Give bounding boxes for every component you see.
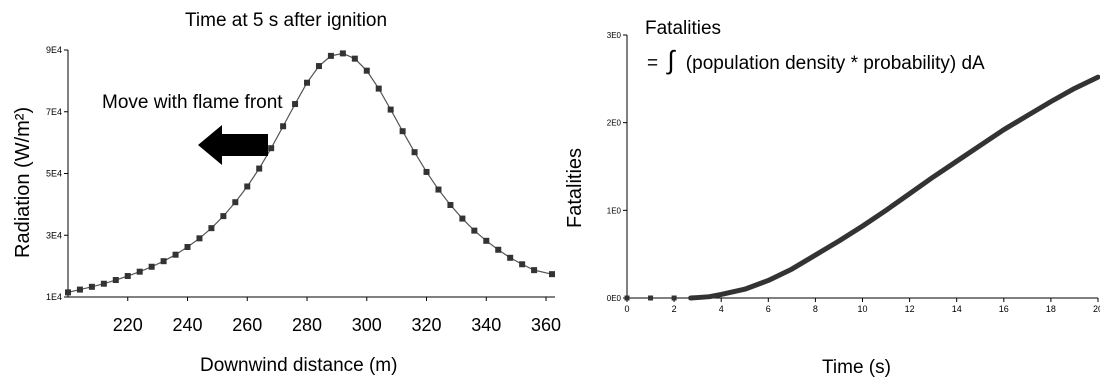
right-x-tick-label: 12 (905, 304, 915, 314)
left-arrow-icon (198, 125, 268, 165)
formula-text: (population density * probability) dA (685, 53, 985, 74)
left-data-point (244, 183, 251, 190)
right-formula: = ∫ (population density * probability) d… (647, 45, 985, 76)
right-x-axis-label: Time (s) (822, 357, 891, 378)
right-y-tick-label: 3E0 (607, 31, 622, 40)
left-data-point (387, 106, 394, 113)
left-data-point (495, 246, 502, 253)
left-data-point (172, 251, 179, 258)
right-x-tick-label: 8 (813, 304, 818, 314)
left-x-tick-label: 220 (113, 315, 143, 335)
left-data-point (351, 55, 358, 62)
right-data-point (624, 295, 630, 301)
left-data-point (196, 235, 203, 242)
left-y-tick-label: 9E4 (46, 45, 62, 55)
right-y-tick-label: 2E0 (607, 119, 622, 128)
left-y-tick-label: 1E4 (46, 292, 62, 302)
left-data-point (471, 227, 478, 234)
right-x-tick-label: 16 (999, 304, 1009, 314)
left-data-point (339, 50, 346, 57)
left-x-axis-label: Downwind distance (m) (200, 355, 398, 376)
right-chart-title: Fatalities (645, 18, 722, 39)
left-data-point (268, 145, 275, 152)
left-data-point (124, 273, 131, 280)
left-y-tick-label: 3E4 (46, 230, 62, 240)
left-data-point (184, 243, 191, 250)
right-x-tick-label: 4 (719, 304, 724, 314)
left-data-point (88, 283, 95, 290)
left-data-point (519, 261, 526, 268)
left-data-point (315, 63, 322, 70)
right-data-point (671, 295, 677, 301)
left-x-tick-label: 320 (412, 315, 442, 335)
left-data-point (220, 213, 227, 220)
right-x-tick-label: 14 (952, 304, 962, 314)
right-data-point (648, 295, 654, 301)
left-x-tick-label: 280 (292, 315, 322, 335)
left-data-point (148, 263, 155, 270)
left-data-point (304, 79, 311, 86)
right-x-tick-label: 2 (672, 304, 677, 314)
left-data-point (160, 258, 167, 265)
left-data-point (112, 277, 119, 284)
left-data-point (375, 85, 382, 92)
flame-front-annotation: Move with flame front (102, 92, 283, 113)
left-data-point (483, 237, 490, 244)
right-x-tick-label: 6 (766, 304, 771, 314)
left-x-tick-label: 360 (531, 315, 561, 335)
left-data-point (76, 286, 83, 293)
left-data-point (411, 149, 418, 156)
left-data-point (136, 268, 143, 275)
left-data-point (447, 201, 454, 208)
left-chart-svg: 1E4 3E4 5E4 7E4 9E4 220 240 260 280 300 320 340 360 (46, 45, 561, 335)
left-data-point (435, 186, 442, 193)
left-data-point (256, 165, 263, 172)
right-y-tick-label: 0E0 (607, 294, 622, 303)
formula-integral: ∫ (667, 45, 675, 75)
left-data-point (280, 123, 287, 130)
left-data-point (363, 67, 370, 74)
left-data-point (459, 215, 466, 222)
right-x-tick-label: 18 (1046, 304, 1056, 314)
left-series-line (67, 52, 553, 293)
left-data-point (423, 168, 430, 175)
left-data-point (292, 101, 299, 108)
left-data-point (507, 254, 514, 261)
left-x-tick-label: 300 (352, 315, 382, 335)
left-data-point (549, 271, 556, 278)
left-data-point (232, 199, 239, 206)
left-data-point (531, 267, 538, 274)
right-y-axis-label-text: Fatalities (564, 147, 586, 228)
left-data-point (65, 289, 71, 296)
right-y-axis-label: Fatalities (564, 148, 587, 228)
left-x-tick-label: 260 (232, 315, 262, 335)
left-y-tick-label: 7E4 (46, 107, 62, 117)
right-plot-area: 0E0 1E0 2E0 3E0 0 2 4 6 8 10 12 14 16 18 20 (607, 31, 1100, 314)
left-data-point (100, 280, 107, 287)
left-x-tick-label: 240 (172, 315, 202, 335)
left-x-tick-label: 340 (471, 315, 501, 335)
right-chart-svg: 0E0 1E0 2E0 3E0 0 2 4 6 8 10 12 14 16 18 20 (607, 31, 1100, 314)
left-data-point (327, 52, 334, 59)
right-x-tick-label: 10 (857, 304, 867, 314)
left-y-tick-label: 5E4 (46, 169, 62, 179)
right-x-tick-label: 20 (1093, 304, 1100, 314)
right-y-tick-label: 1E0 (607, 206, 622, 215)
formula-equals: = (647, 53, 659, 74)
right-series-line (688, 74, 1100, 301)
left-chart-title: Time at 5 s after ignition (185, 10, 388, 31)
left-plot-area: 1E4 3E4 5E4 7E4 9E4 220 240 260 280 300 320 340 360 (46, 45, 561, 335)
right-x-tick-label: 0 (624, 304, 629, 314)
left-data-point (208, 225, 215, 232)
left-data-point (399, 128, 406, 135)
